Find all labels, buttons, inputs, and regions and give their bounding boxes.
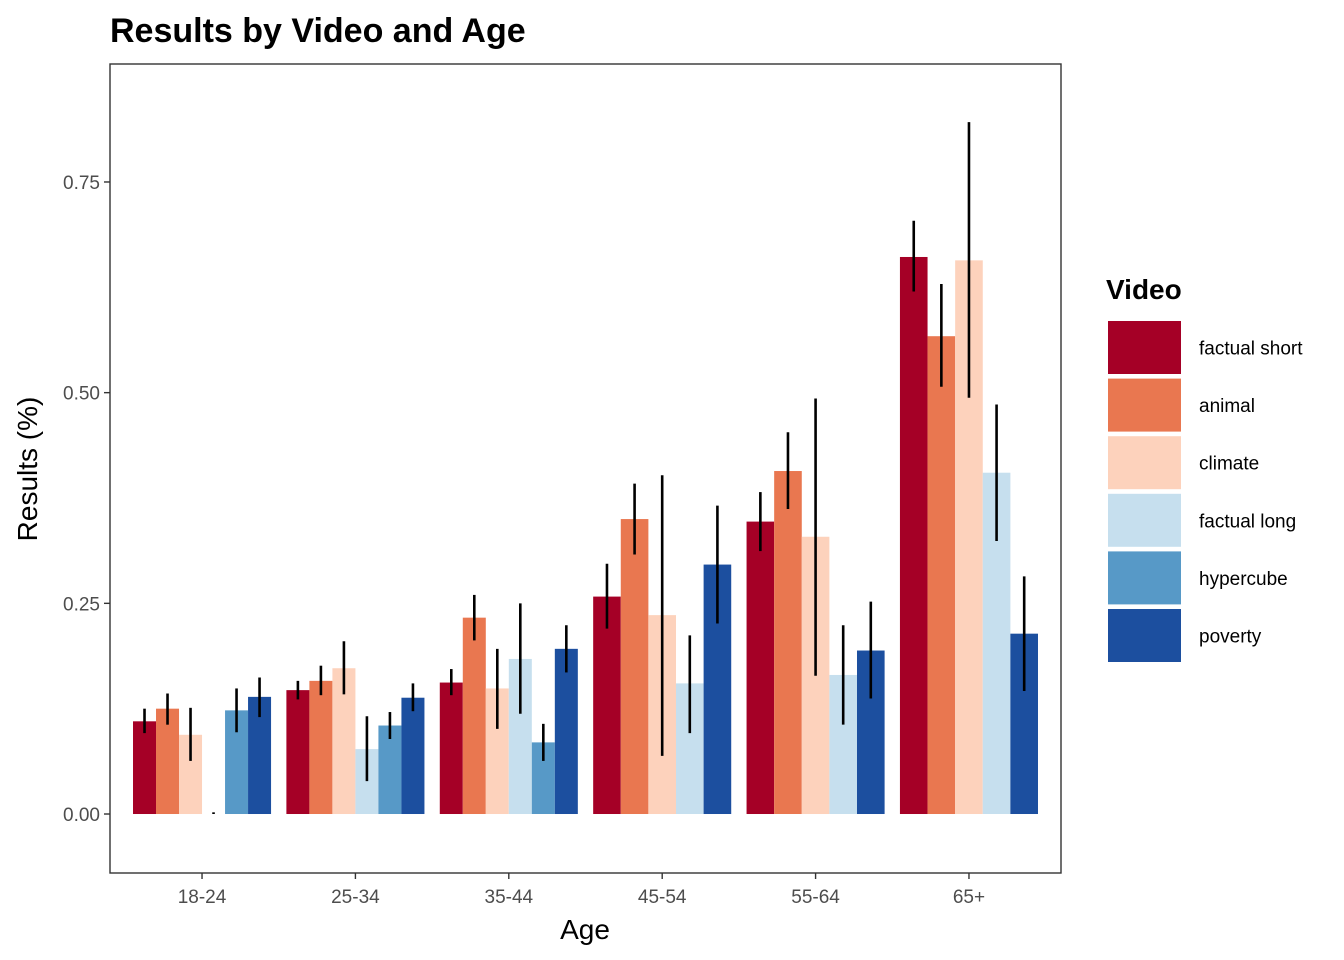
bar-hypercube-18-24 xyxy=(225,710,249,815)
bar-climate-18-24 xyxy=(179,734,203,815)
legend-key-poverty xyxy=(1108,609,1181,662)
bar-factual-long-25-34 xyxy=(355,749,379,815)
bar-animal-25-34 xyxy=(309,680,333,815)
bar-animal-45-54 xyxy=(620,519,649,815)
x-tick-label: 65+ xyxy=(953,887,985,908)
legend-key-climate xyxy=(1108,436,1181,490)
legend: factual short animal climate factual long hy… xyxy=(1108,321,1303,662)
bar-climate-35-44 xyxy=(485,688,509,815)
y-axis-title: Results (%) xyxy=(12,397,43,542)
x-tick-label: 25-34 xyxy=(331,887,380,908)
panel-border xyxy=(109,63,1062,874)
chart-title: Results by Video and Age xyxy=(110,12,526,50)
y-tick-label: 0.25 xyxy=(63,594,100,615)
legend-key-factual-long xyxy=(1108,493,1181,547)
y-tick-label: 0.75 xyxy=(63,173,100,194)
bar-animal-18-24 xyxy=(156,708,180,815)
legend-label-factual-short: factual short xyxy=(1199,339,1303,360)
y-tick-label: 0.50 xyxy=(63,384,100,405)
bar-factual-short-35-44 xyxy=(439,682,463,815)
legend-key-animal xyxy=(1108,378,1181,432)
y-axis: 0.00 0.25 0.50 0.75 xyxy=(63,173,110,826)
legend-label-animal: animal xyxy=(1199,396,1255,417)
x-axis: 18-24 25-34 35-44 45-54 55-64 65+ xyxy=(178,873,985,908)
bar-poverty-18-24 xyxy=(248,696,272,815)
bar-factual-long-35-44 xyxy=(508,658,532,815)
bar-climate-25-34 xyxy=(332,668,356,815)
bar-factual-short-45-54 xyxy=(593,596,621,815)
bar-animal-55-64 xyxy=(774,471,802,815)
legend-key-hypercube xyxy=(1108,551,1181,605)
legend-label-hypercube: hypercube xyxy=(1199,569,1288,590)
legend-key-factual-short xyxy=(1108,321,1181,374)
bar-poverty-35-44 xyxy=(554,648,578,815)
x-axis-title: Age xyxy=(560,914,610,945)
bar-animal-65 xyxy=(927,336,956,815)
x-tick-label: 45-54 xyxy=(638,887,687,908)
bar-hypercube-25-34 xyxy=(378,725,402,815)
legend-label-poverty: poverty xyxy=(1199,627,1262,648)
bar-factual-short-65 xyxy=(899,256,928,815)
bar-hypercube-35-44 xyxy=(531,742,555,815)
x-tick-label: 55-64 xyxy=(791,887,840,908)
y-tick-label: 0.00 xyxy=(63,805,100,826)
bar-factual-short-18-24 xyxy=(133,721,157,815)
bar-factual-short-25-34 xyxy=(286,690,310,815)
legend-label-climate: climate xyxy=(1199,454,1259,475)
bar-animal-35-44 xyxy=(462,617,486,815)
x-tick-label: 18-24 xyxy=(178,887,227,908)
plot-panel xyxy=(133,122,1038,815)
x-tick-label: 35-44 xyxy=(485,887,534,908)
bar-factual-short-55-64 xyxy=(746,521,775,815)
bar-poverty-25-34 xyxy=(401,697,425,815)
legend-label-factual-long: factual long xyxy=(1199,511,1296,532)
legend-title: Video xyxy=(1106,274,1182,305)
